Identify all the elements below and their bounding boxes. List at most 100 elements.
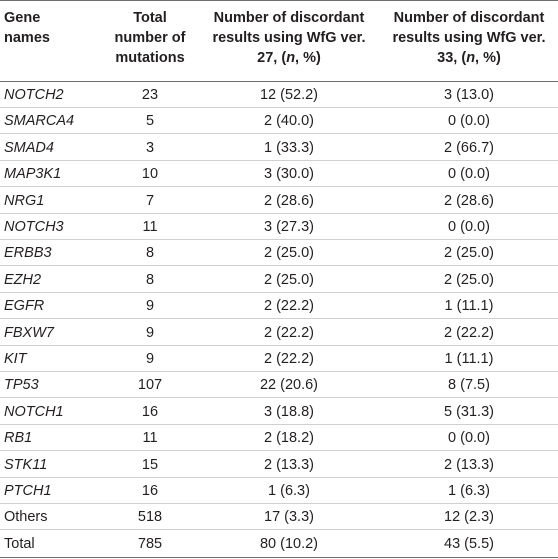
- table-row: SMAD4 3 1 (33.3) 2 (66.7): [0, 135, 558, 161]
- header-line: Gene: [4, 10, 41, 26]
- table-row: Others 518 17 (3.3) 12 (2.3): [0, 504, 558, 531]
- table-row: MAP3K1 10 3 (30.0) 0 (0.0): [0, 161, 558, 188]
- row-divider: [0, 423, 558, 425]
- table-row: NOTCH3 11 3 (27.3) 0 (0.0): [0, 214, 558, 240]
- header-line: results using WfG ver.: [392, 30, 546, 46]
- gene-name-cell: NOTCH2: [4, 87, 64, 103]
- row-divider: [0, 133, 558, 135]
- discordant-v33-cell: 1 (6.3): [448, 483, 490, 499]
- header-line: names: [4, 30, 50, 46]
- total-mutations-cell: 8: [145, 271, 155, 288]
- discordant-v27-cell: 2 (40.0): [264, 113, 314, 130]
- table-row: NOTCH2 23 12 (52.2) 3 (13.0): [0, 82, 558, 108]
- total-mutations-cell: 11: [142, 219, 158, 235]
- table-top-rule: [0, 0, 558, 1]
- total-mutations-cell: 785: [137, 535, 163, 552]
- gene-name-cell: PTCH1: [4, 483, 52, 499]
- gene-name-cell: SMAD4: [4, 139, 54, 156]
- discordant-v27-cell: 1 (33.3): [264, 139, 314, 156]
- total-mutations-cell: 8: [145, 245, 155, 262]
- table-row: EGFR 9 2 (22.2) 1 (11.1): [0, 293, 558, 320]
- header-line: mutations: [115, 50, 185, 66]
- discordant-v33-cell: 2 (28.6): [444, 192, 494, 209]
- table-row: Total 785 80 (10.2) 43 (5.5): [0, 531, 558, 557]
- header-rule: [0, 81, 558, 82]
- discordant-v33-cell: 12 (2.3): [444, 509, 494, 526]
- total-mutations-cell: 518: [137, 509, 163, 526]
- gene-name-cell: NRG1: [4, 192, 45, 209]
- discordant-v27-cell: 80 (10.2): [259, 535, 319, 552]
- total-mutations-cell: 16: [141, 403, 159, 420]
- gene-name-cell: EGFR: [4, 298, 45, 315]
- discordant-v27-cell: 2 (22.2): [264, 298, 314, 315]
- discordant-v27-cell: 2 (25.0): [264, 271, 314, 288]
- total-mutations-cell: 15: [141, 456, 159, 473]
- table-row: SMARCA4 5 2 (40.0) 0 (0.0): [0, 108, 558, 135]
- table-row: KIT 9 2 (22.2) 1 (11.1): [0, 346, 558, 372]
- gene-name-cell: RB1: [4, 430, 33, 447]
- discordant-v27-cell: 3 (30.0): [264, 166, 314, 183]
- discordant-v27-cell: 2 (22.2): [264, 351, 314, 367]
- discordant-v27-cell: 3 (18.8): [264, 403, 314, 420]
- header-line: Total: [133, 10, 167, 26]
- gene-name-cell: Total: [4, 535, 35, 552]
- total-mutations-cell: 9: [145, 324, 155, 341]
- discordant-v27-cell: 2 (25.0): [264, 245, 314, 262]
- row-divider: [0, 344, 558, 346]
- discordant-v27-cell: 22 (20.6): [259, 377, 319, 394]
- discordant-v33-cell: 5 (31.3): [444, 403, 494, 420]
- row-divider: [0, 450, 558, 452]
- total-mutations-cell: 3: [145, 139, 155, 156]
- discordant-v27-cell: 2 (18.2): [264, 430, 314, 447]
- total-mutations-cell: 9: [145, 351, 155, 367]
- table-row: NOTCH1 16 3 (18.8) 5 (31.3): [0, 399, 558, 425]
- total-mutations-cell: 107: [137, 377, 163, 394]
- gene-name-cell: EZH2: [4, 271, 42, 288]
- row-divider: [0, 476, 558, 478]
- gene-name-cell: NOTCH1: [4, 403, 64, 420]
- table-row: EZH2 8 2 (25.0) 2 (25.0): [0, 267, 558, 293]
- discordant-v33-cell: 2 (66.7): [444, 139, 494, 156]
- gene-name-cell: STK11: [4, 456, 48, 473]
- discordant-v33-cell: 0 (0.0): [448, 166, 490, 183]
- table-row: TP53 107 22 (20.6) 8 (7.5): [0, 372, 558, 399]
- discordant-v33-cell: 0 (0.0): [448, 219, 490, 235]
- discordant-v33-cell: 0 (0.0): [448, 430, 490, 447]
- row-divider: [0, 107, 558, 108]
- header-discordant-v27: Number of discordant results using WfG v…: [200, 8, 378, 68]
- discordant-v33-cell: 3 (13.0): [444, 87, 494, 103]
- table-row: RB1 11 2 (18.2) 0 (0.0): [0, 425, 558, 452]
- discordant-v27-cell: 17 (3.3): [264, 509, 314, 526]
- header-line: 33, (n, %): [437, 50, 501, 66]
- discordant-v33-cell: 0 (0.0): [448, 113, 490, 130]
- table-row: PTCH1 16 1 (6.3) 1 (6.3): [0, 478, 558, 504]
- gene-name-cell: NOTCH3: [4, 219, 64, 235]
- discordant-v27-cell: 2 (13.3): [264, 456, 314, 473]
- total-mutations-cell: 10: [141, 166, 159, 183]
- discordant-v27-cell: 1 (6.3): [268, 483, 310, 499]
- header-line: results using WfG ver.: [212, 30, 366, 46]
- total-mutations-cell: 16: [141, 483, 159, 499]
- gene-name-cell: SMARCA4: [4, 113, 75, 130]
- row-divider: [0, 397, 558, 399]
- gene-name-cell: MAP3K1: [4, 166, 62, 183]
- header-gene-names: Gene names: [4, 8, 50, 48]
- row-divider: [0, 291, 558, 293]
- row-divider: [0, 318, 558, 320]
- row-divider: [0, 212, 558, 214]
- row-divider: [0, 239, 558, 240]
- table-bottom-rule: [0, 557, 558, 558]
- table-row: ERBB3 8 2 (25.0) 2 (25.0): [0, 240, 558, 267]
- gene-name-cell: FBXW7: [4, 324, 54, 341]
- discordant-v33-cell: 1 (11.1): [444, 351, 494, 367]
- discordant-v33-cell: 1 (11.1): [444, 298, 494, 315]
- gene-name-cell: TP53: [4, 377, 39, 394]
- gene-name-cell: Others: [4, 509, 48, 526]
- header-line: number of: [114, 30, 186, 46]
- row-divider: [0, 371, 558, 372]
- discordant-v33-cell: 8 (7.5): [448, 377, 490, 394]
- discordant-v33-cell: 2 (13.3): [444, 456, 494, 473]
- total-mutations-cell: 9: [145, 298, 155, 315]
- gene-name-cell: KIT: [4, 351, 27, 367]
